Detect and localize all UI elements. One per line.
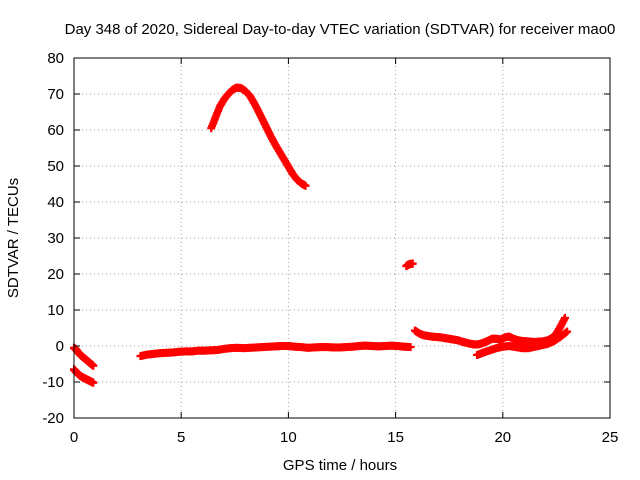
series-arc-early-lower [70, 365, 98, 387]
data-point [560, 313, 569, 322]
series-arc-high [207, 83, 310, 190]
data-point [211, 104, 223, 122]
y-tick-label: 0 [56, 338, 64, 355]
axis-ticks: 0 5 10 15 20 25 -20 -10 0 10 20 30 40 50 60 70 80 [42, 50, 618, 446]
y-tick-label: 10 [47, 302, 64, 319]
series-arc-early-upper [70, 343, 98, 370]
x-axis-label: GPS time / hours [283, 457, 397, 474]
y-tick-label: 20 [47, 266, 64, 283]
data-point [301, 181, 310, 190]
series-arc-main [136, 341, 415, 361]
y-tick-label: 30 [47, 230, 64, 247]
data-point [563, 327, 572, 336]
y-tick-label: 40 [47, 194, 64, 211]
y-axis-label: SDTVAR / TECUs [5, 178, 22, 298]
y-tick-label: 80 [47, 50, 64, 67]
grid [74, 58, 610, 418]
series-arc-isolated [402, 259, 417, 271]
data-point [406, 343, 415, 352]
data-point [275, 148, 288, 163]
y-tick-label: 70 [47, 86, 64, 103]
x-tick-label: 25 [602, 429, 619, 446]
x-tick-label: 0 [70, 429, 78, 446]
data-point [408, 259, 417, 268]
chart-title: Day 348 of 2020, Sidereal Day-to-day VTE… [65, 21, 616, 38]
x-tick-label: 20 [494, 429, 511, 446]
data-point [485, 344, 500, 355]
x-tick-label: 10 [280, 429, 297, 446]
data-point [89, 378, 98, 387]
y-tick-label: 60 [47, 122, 64, 139]
y-tick-label: -10 [42, 374, 64, 391]
data-point [89, 361, 98, 370]
y-tick-label: 50 [47, 158, 64, 175]
x-tick-label: 5 [177, 429, 185, 446]
x-tick-label: 15 [387, 429, 404, 446]
data-points [70, 83, 572, 387]
y-tick-label: -20 [42, 410, 64, 427]
series-arc-late-secondary [473, 327, 572, 359]
